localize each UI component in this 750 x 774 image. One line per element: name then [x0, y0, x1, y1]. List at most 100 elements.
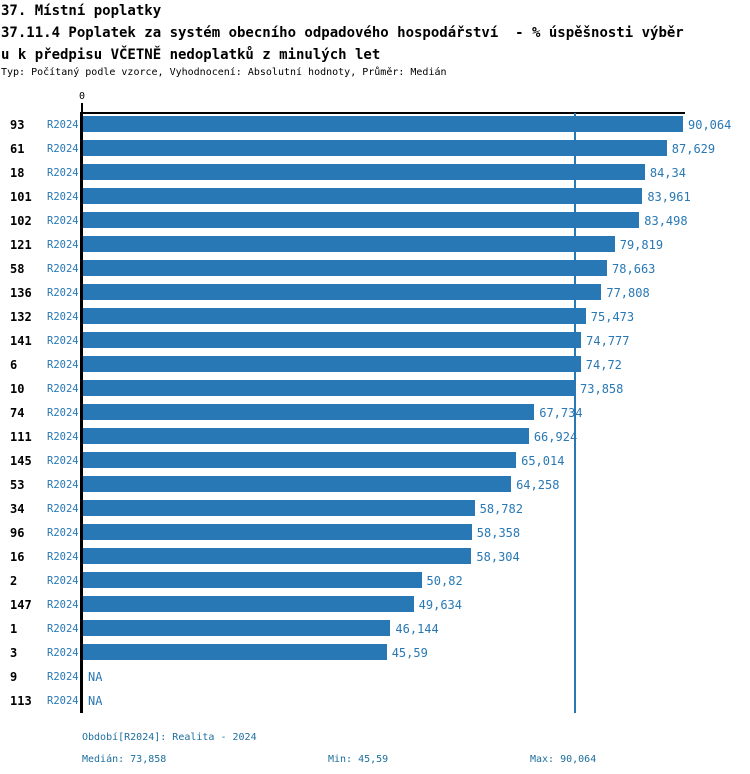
row-series-label: R2024 — [47, 431, 79, 443]
row-category-label: 145 — [10, 454, 32, 468]
min-stat: Min: 45,59 — [328, 754, 389, 765]
bar — [83, 284, 602, 300]
period-caption: Období[R2024]: Realita - 2024 — [82, 732, 257, 743]
chart-top-border — [80, 112, 685, 114]
bar-row: 96 R2024 58,358 — [0, 521, 750, 545]
row-na-label: NA — [88, 694, 103, 708]
bar-row: 10 R2024 73,858 — [0, 377, 750, 401]
row-series-label: R2024 — [47, 359, 79, 371]
bar — [83, 260, 608, 276]
row-category-label: 101 — [10, 190, 32, 204]
row-category-label: 147 — [10, 598, 32, 612]
row-series-label: R2024 — [47, 647, 79, 659]
bar-value-label: 66,924 — [533, 430, 578, 444]
bar — [83, 548, 472, 564]
row-series-label: R2024 — [47, 119, 79, 131]
row-series-label: R2024 — [47, 599, 79, 611]
bar-value-label: 84,34 — [649, 166, 686, 180]
x-axis-zero-tick — [81, 103, 83, 113]
bar-row: 93 R2024 90,064 — [0, 113, 750, 137]
bar-value-label: 90,064 — [688, 118, 732, 132]
row-category-label: 18 — [10, 166, 25, 180]
bar-row: 6 R2024 74,72 — [0, 353, 750, 377]
bar-value-label: 45,59 — [391, 646, 428, 660]
row-series-label: R2024 — [47, 671, 79, 683]
bar — [83, 308, 586, 324]
row-series-label: R2024 — [47, 455, 79, 467]
row-category-label: 102 — [10, 214, 32, 228]
bar — [83, 500, 475, 516]
row-category-label: 96 — [10, 526, 25, 540]
bar-row: 16 R2024 58,304 — [0, 545, 750, 569]
bar-value-label: 64,258 — [516, 478, 560, 492]
row-series-label: R2024 — [47, 143, 79, 155]
bar — [83, 404, 535, 420]
bar-row: 111 R2024 66,924 — [0, 425, 750, 449]
bar — [83, 476, 512, 492]
bar-row: 61 R2024 87,629 — [0, 137, 750, 161]
bar-value-label: 67,734 — [539, 406, 583, 420]
bar — [83, 188, 643, 204]
bar-row: 58 R2024 78,663 — [0, 257, 750, 281]
bar-value-label: 73,858 — [580, 382, 624, 396]
row-na-label: NA — [88, 670, 103, 684]
bar-row: 136 R2024 77,808 — [0, 281, 750, 305]
bar-row: 9 R2024 NA — [0, 665, 750, 689]
bar — [83, 116, 683, 132]
row-series-label: R2024 — [47, 191, 79, 203]
row-category-label: 16 — [10, 550, 25, 564]
bar-row: 53 R2024 64,258 — [0, 473, 750, 497]
bar — [83, 212, 640, 228]
bar — [83, 452, 517, 468]
row-category-label: 58 — [10, 262, 25, 276]
bar — [83, 572, 422, 588]
bar-row: 121 R2024 79,819 — [0, 233, 750, 257]
bar-row: 132 R2024 75,473 — [0, 305, 750, 329]
row-category-label: 113 — [10, 694, 32, 708]
bar-row: 2 R2024 50,82 — [0, 569, 750, 593]
row-category-label: 10 — [10, 382, 25, 396]
row-category-label: 141 — [10, 334, 32, 348]
row-series-label: R2024 — [47, 503, 79, 515]
bar-row: 1 R2024 46,144 — [0, 617, 750, 641]
bar-row: 34 R2024 58,782 — [0, 497, 750, 521]
bar-row: 18 R2024 84,34 — [0, 161, 750, 185]
median-reference-line — [574, 113, 577, 713]
report-title: 37.11.4 Poplatek za systém obecního odpa… — [1, 25, 684, 41]
row-category-label: 132 — [10, 310, 32, 324]
row-category-label: 136 — [10, 286, 32, 300]
bar-row: 147 R2024 49,634 — [0, 593, 750, 617]
bar — [83, 596, 414, 612]
row-series-label: R2024 — [47, 575, 79, 587]
row-series-label: R2024 — [47, 407, 79, 419]
bar-rows-container: 93 R2024 90,064 61 R2024 87,629 18 R2024 84,34 10… — [0, 113, 750, 713]
bar-value-label: 75,473 — [590, 310, 635, 324]
bar — [83, 164, 645, 180]
row-series-label: R2024 — [47, 479, 79, 491]
bar-value-label: 74,72 — [585, 358, 622, 372]
bar-value-label: 78,663 — [612, 262, 656, 276]
row-category-label: 53 — [10, 478, 25, 492]
bar-row: 74 R2024 67,734 — [0, 401, 750, 425]
row-category-label: 121 — [10, 238, 32, 252]
bar-row: 113 R2024 NA — [0, 689, 750, 713]
bar — [83, 236, 615, 252]
bar — [83, 524, 472, 540]
y-axis-line — [80, 113, 83, 713]
max-stat: Max: 90,064 — [530, 754, 597, 765]
row-series-label: R2024 — [47, 215, 79, 227]
row-category-label: 111 — [10, 430, 32, 444]
bar-value-label: 58,304 — [476, 550, 520, 564]
bar-value-label: 87,629 — [671, 142, 716, 156]
row-series-label: R2024 — [47, 311, 79, 323]
row-series-label: R2024 — [47, 623, 79, 635]
row-category-label: 1 — [10, 622, 18, 636]
row-category-label: 34 — [10, 502, 25, 516]
row-category-label: 6 — [10, 358, 18, 372]
bar — [83, 380, 576, 396]
bar-value-label: 83,961 — [647, 190, 691, 204]
row-category-label: 3 — [10, 646, 18, 660]
row-category-label: 61 — [10, 142, 25, 156]
